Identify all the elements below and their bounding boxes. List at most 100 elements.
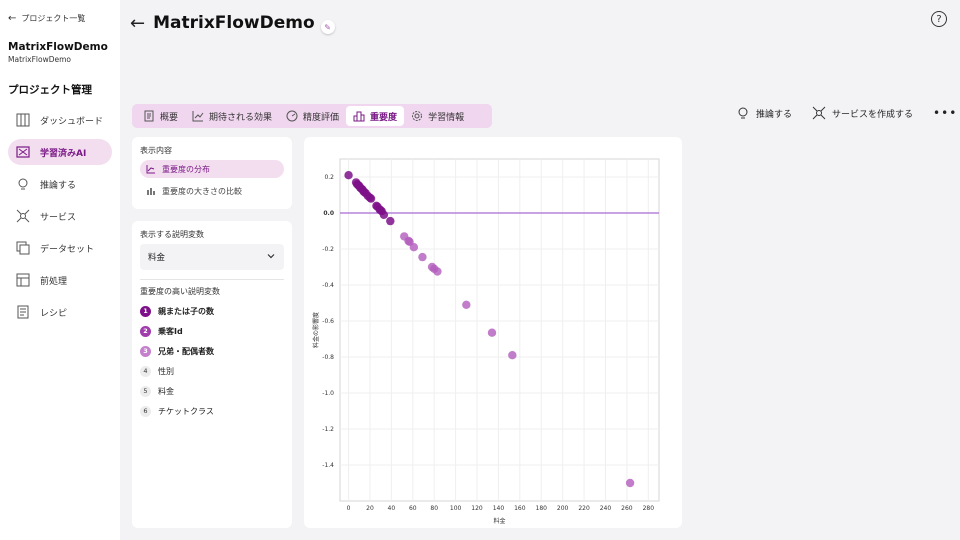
create-service-button[interactable]: サービスを作成する	[812, 106, 913, 120]
dashboard-icon	[16, 113, 30, 127]
tab-expected-effect[interactable]: 期待される効果	[185, 106, 279, 126]
sidebar-item-dashboard[interactable]: ダッシュボード	[8, 107, 112, 133]
tab-importance[interactable]: 重要度	[346, 106, 405, 126]
sidebar-item-recipe[interactable]: レシピ	[8, 299, 112, 325]
project-name: MatrixFlowDemo	[8, 41, 108, 53]
y-tick-label: -0.8	[322, 354, 334, 361]
y-tick-label: -1.0	[322, 390, 334, 397]
pencil-icon[interactable]: ✎	[320, 20, 335, 34]
x-tick-label: 240	[600, 505, 612, 512]
service-icon	[16, 209, 30, 223]
page-header: ← MatrixFlowDemo ✎	[130, 12, 335, 34]
data-point	[409, 243, 419, 252]
preprocess-icon	[16, 273, 30, 287]
data-point	[487, 328, 497, 337]
sidebar: ← プロジェクト一覧 MatrixFlowDemo MatrixFlowDemo…	[0, 0, 120, 540]
sidebar-item-preprocess[interactable]: 前処理	[8, 267, 112, 293]
tab-accuracy[interactable]: 精度評価	[279, 106, 346, 126]
variable-select[interactable]: 料金	[140, 244, 284, 270]
y-axis-label: 料金の影響度	[312, 312, 320, 348]
ranking-label: 重要度の高い説明変数	[140, 287, 220, 296]
section-title: プロジェクト管理	[8, 84, 92, 96]
sidebar-item-label: ダッシュボード	[40, 116, 104, 127]
lightbulb-icon	[736, 106, 750, 120]
y-tick-label: -1.2	[322, 426, 334, 433]
variable-select-value: 料金	[148, 253, 166, 263]
ranking-item-label: チケットクラス	[158, 406, 214, 416]
sidebar-item-label: 推論する	[40, 180, 77, 191]
variable-select-label: 表示する説明変数	[140, 230, 204, 239]
chart-card: 0 20 40 60 80 100 120 140 160 180 200 220 240 260 280 0…	[304, 137, 682, 528]
data-point	[366, 194, 376, 203]
x-tick-label: 140	[493, 505, 505, 512]
tab-label: 重要度	[370, 112, 398, 123]
ranking-item: 2 乗客Id	[140, 321, 284, 341]
tab-bar: 概要 期待される効果 精度評価 重要度 学習情報	[132, 104, 492, 128]
chevron-down-icon	[266, 251, 276, 264]
x-tick-label: 100	[450, 505, 462, 512]
dataset-icon	[16, 241, 30, 255]
bar-chart-icon	[146, 186, 156, 196]
x-tick-label: 280	[643, 505, 655, 512]
tab-label: 概要	[160, 112, 179, 123]
tab-label: 学習情報	[428, 112, 465, 123]
divider	[140, 279, 284, 280]
x-tick-label: 40	[388, 505, 396, 512]
plot-area	[339, 158, 660, 502]
page-title: MatrixFlowDemo	[153, 13, 315, 33]
arrow-left-icon[interactable]: ←	[130, 12, 146, 34]
help-icon[interactable]: ?	[931, 11, 947, 27]
sidebar-item-label: データセット	[40, 244, 95, 255]
recipe-icon	[16, 305, 30, 319]
gear-icon	[411, 110, 423, 122]
view-option-label: 重要度の大きさの比較	[162, 186, 242, 196]
sidebar-item-label: サービス	[40, 212, 77, 223]
more-options-icon[interactable]: •••	[933, 106, 958, 120]
ranking-item-label: 性別	[158, 366, 174, 376]
x-tick-label: 60	[409, 505, 417, 512]
sidebar-item-dataset[interactable]: データセット	[8, 235, 112, 261]
sidebar-item-service[interactable]: サービス	[8, 203, 112, 229]
y-tick-label: -0.4	[322, 282, 334, 289]
sidebar-item-infer[interactable]: 推論する	[8, 171, 112, 197]
tab-overview[interactable]: 概要	[136, 106, 185, 126]
document-icon	[143, 110, 155, 122]
infer-button[interactable]: 推論する	[736, 106, 792, 120]
rank-badge: 6	[140, 405, 151, 417]
display-options-card: 表示内容 重要度の分布 重要度の大きさの比較	[132, 137, 292, 209]
y-tick-label: -0.6	[322, 318, 334, 325]
data-point	[462, 300, 471, 309]
importance-scatter-chart: 0 20 40 60 80 100 120 140 160 180 200 220 240 260 280 0…	[312, 158, 660, 525]
back-to-projects-link[interactable]: ← プロジェクト一覧	[8, 13, 85, 24]
tab-training-info[interactable]: 学習情報	[404, 106, 471, 126]
view-option-comparison[interactable]: 重要度の大きさの比較	[140, 182, 284, 200]
trend-icon	[192, 110, 204, 122]
rank-badge: 5	[140, 385, 151, 397]
data-point	[418, 252, 427, 262]
ranking-item: 5 料金	[140, 381, 284, 401]
arrow-left-icon: ←	[8, 13, 17, 24]
x-tick-label: 180	[536, 505, 548, 512]
rank-badge: 3	[140, 345, 151, 357]
sidebar-nav: ダッシュボード 学習済みAI 推論する サービス データセット 前処理 レシピ	[8, 107, 112, 331]
view-option-label: 重要度の分布	[162, 164, 210, 174]
y-tick-label: 0.2	[324, 174, 334, 181]
x-tick-label: 160	[514, 505, 526, 512]
x-tick-label: 220	[578, 505, 590, 512]
tab-label: 精度評価	[303, 112, 340, 123]
x-tick-label: 0	[347, 505, 351, 512]
lightbulb-icon	[16, 177, 30, 191]
ranking-item: 1 親または子の数	[140, 301, 284, 321]
sidebar-item-trained-ai[interactable]: 学習済みAI	[8, 139, 112, 165]
gauge-icon	[286, 110, 298, 122]
view-option-distribution[interactable]: 重要度の分布	[140, 160, 284, 178]
ranking-item: 6 チケットクラス	[140, 401, 284, 421]
x-tick-label: 260	[621, 505, 633, 512]
importance-icon	[353, 110, 365, 122]
x-tick-label: 120	[471, 505, 483, 512]
ranking-item-label: 親または子の数	[158, 306, 214, 316]
data-point	[344, 171, 353, 180]
data-point	[508, 351, 517, 360]
sidebar-item-label: レシピ	[40, 308, 68, 319]
